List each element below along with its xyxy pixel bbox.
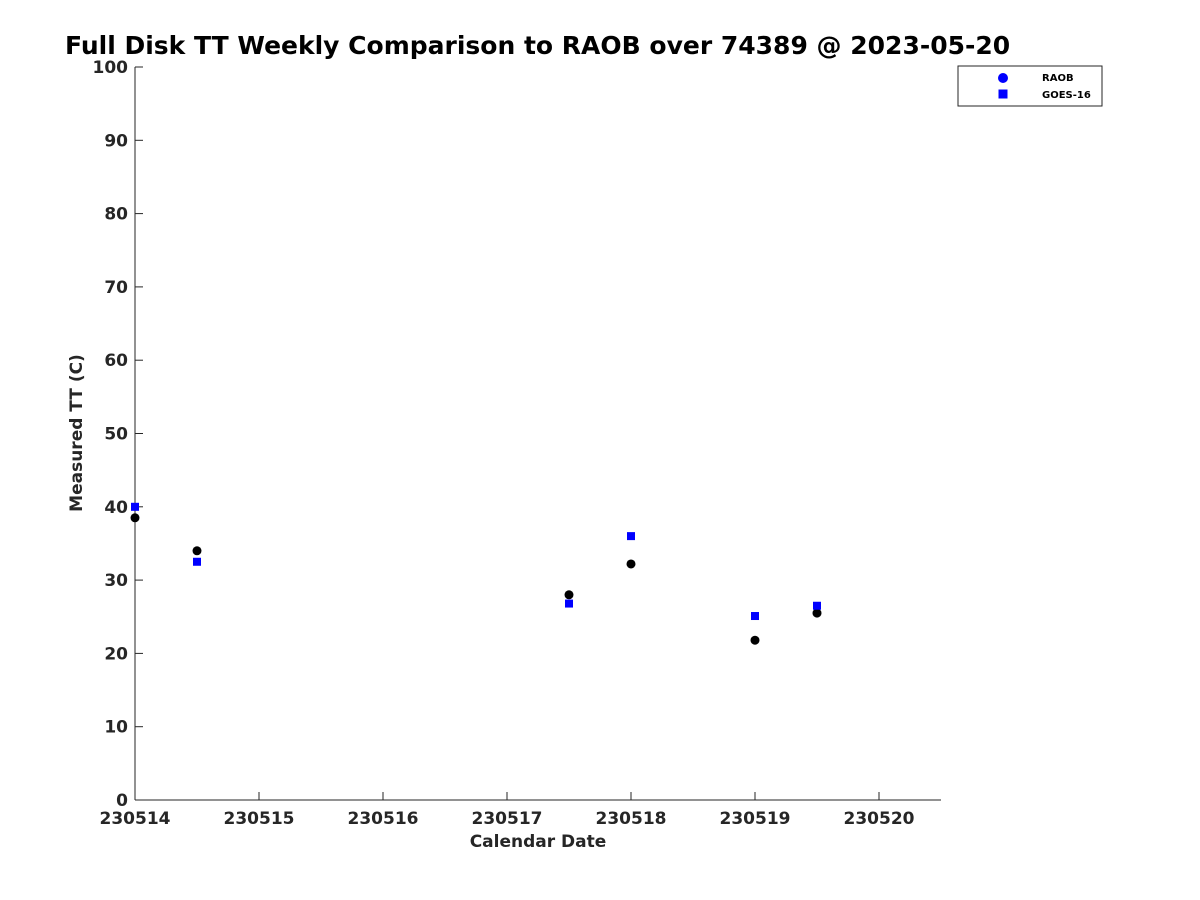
y-tick-label: 80 (104, 205, 128, 225)
y-tick-label: 40 (104, 498, 128, 518)
raob-point (812, 608, 822, 618)
goes16-point (751, 612, 759, 621)
legend-label-goes16: GOES-16 (1042, 90, 1091, 101)
y-tick-label: 0 (116, 791, 128, 811)
x-tick-label: 230517 (472, 809, 543, 829)
x-tick-label: 230519 (720, 809, 791, 829)
chart-title: Full Disk TT Weekly Comparison to RAOB o… (65, 31, 1010, 60)
x-tick-label: 230514 (100, 809, 171, 829)
goes16-point (813, 601, 821, 610)
raob-point (750, 635, 760, 645)
legend: RAOB GOES-16 (957, 65, 1103, 107)
x-tick-label: 230518 (596, 809, 667, 829)
x-tick-label: 230516 (348, 809, 419, 829)
x-axis-label: Calendar Date (470, 832, 607, 852)
x-tick-label: 230520 (844, 809, 915, 829)
y-tick-label: 60 (104, 351, 128, 371)
y-tick-label: 100 (93, 58, 129, 78)
raob-point (192, 546, 202, 556)
goes16-point (627, 532, 635, 541)
legend-label-raob: RAOB (1042, 73, 1074, 84)
x-tick-label: 230515 (224, 809, 295, 829)
legend-box (957, 65, 1103, 107)
goes16-point (193, 557, 201, 566)
data-points (130, 502, 822, 645)
y-tick-label: 90 (104, 131, 128, 151)
raob-point (626, 559, 636, 569)
y-tick-label: 20 (104, 644, 128, 664)
y-axis-label: Measured TT (C) (67, 354, 87, 512)
y-tick-label: 30 (104, 571, 128, 591)
y-tick-label: 70 (104, 278, 128, 298)
y-tick-label: 50 (104, 425, 128, 445)
legend-marker-goes16 (998, 89, 1008, 99)
y-ticks: 0 10 20 30 40 50 60 70 80 90 100 (93, 58, 143, 811)
goes16-point (131, 502, 139, 511)
legend-marker-raob (998, 73, 1008, 83)
goes16-point (565, 599, 573, 608)
x-ticks: 230514 230515 230516 230517 230518 230519 2305… (100, 792, 915, 829)
raob-point (564, 590, 574, 600)
raob-point (130, 513, 140, 523)
y-tick-label: 10 (104, 718, 128, 738)
